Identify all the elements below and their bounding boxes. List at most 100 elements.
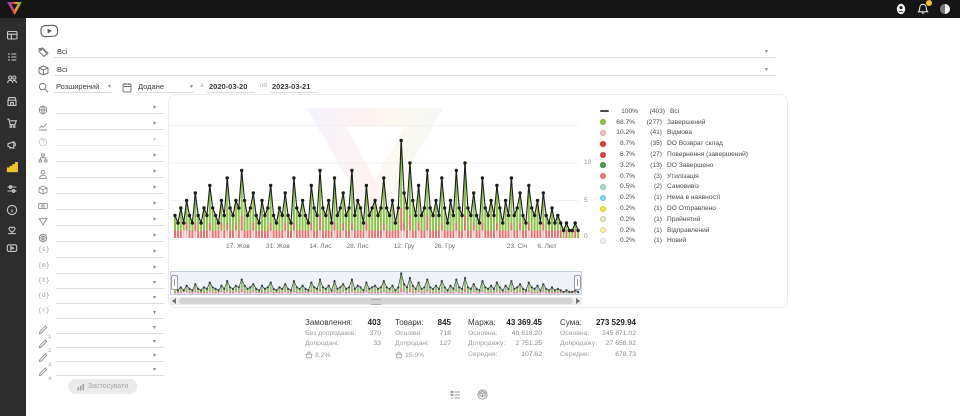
legend-item[interactable]: 8.7% (35) DO Возврат склад — [600, 138, 748, 149]
legend-label: Новий — [667, 237, 687, 245]
filter-dropdown[interactable]: ▾ — [56, 349, 164, 362]
search-icon[interactable] — [38, 80, 49, 98]
orders-chart[interactable] — [170, 96, 582, 240]
legend-label: Утилізація — [667, 172, 699, 180]
filter-row-globe: ▾ — [36, 101, 166, 115]
filter-dropdown[interactable]: ▾ — [56, 291, 164, 304]
filter-dropdown[interactable]: ▾ — [56, 335, 164, 348]
legend-item[interactable]: 10.2% (41) Відмова — [600, 128, 748, 139]
x-tick-label: 28. Лис — [346, 243, 369, 250]
filter-dropdown[interactable]: ▾ — [56, 117, 164, 130]
stat-value: 273 529.94 — [595, 318, 636, 327]
filter-dropdown[interactable]: ▾ — [56, 165, 164, 178]
sidebar-item-dashboard[interactable] — [6, 28, 20, 42]
filter-dropdown[interactable]: ▾ — [56, 197, 164, 210]
legend-count: (3) — [653, 172, 662, 180]
sidebar-item-video[interactable] — [6, 241, 20, 255]
sidebar-item-info[interactable] — [6, 203, 20, 217]
legend-item[interactable]: 0.7% (3) Утилізація — [600, 171, 748, 182]
stat-subvalue: 33 — [373, 340, 381, 348]
chevron-down-icon: ▾ — [189, 84, 193, 90]
filter-dropdown[interactable]: ▾ — [56, 363, 164, 376]
minimap-left-handle[interactable] — [171, 275, 178, 290]
scrollbar-thumb[interactable] — [179, 298, 573, 305]
filter-dropdown[interactable]: ▾ — [56, 213, 164, 226]
scrollbar-grip — [371, 299, 381, 305]
stat-subvalue: 40 618.20 — [511, 330, 542, 338]
user-icon[interactable] — [894, 2, 908, 16]
sidebar-item-analytics[interactable] — [6, 160, 20, 174]
legend-item[interactable]: 68.7% (277) Завершений — [600, 117, 748, 128]
funnel-icon — [38, 214, 48, 232]
legend-item[interactable]: 0.5% (2) Самовивіз — [600, 182, 748, 193]
stat-column: Маржа: 43 369.45 Основна: 40 618.20 Допродаж… — [468, 318, 542, 358]
filter-dropdown[interactable]: ▾ — [56, 133, 164, 146]
x-tick-label: 14. Лис — [309, 243, 332, 250]
stat-column: Замовлення: 403 Без допродажів: 370 Допродан… — [305, 318, 381, 361]
scroll-right-arrow[interactable] — [576, 298, 580, 304]
sidebar-item-store[interactable] — [6, 94, 20, 108]
chart-minimap[interactable] — [170, 271, 582, 295]
stat-rate-row: 15.0% — [395, 351, 451, 361]
package-view-icon[interactable] — [477, 387, 488, 405]
list-view-icon[interactable] — [450, 387, 461, 405]
legend-item[interactable]: 0.2% (1) Новий — [600, 236, 748, 247]
filter-product-field[interactable]: Всі ▾ — [54, 62, 776, 76]
date-field-select[interactable]: Додане ▾ — [136, 79, 194, 93]
legend-item[interactable]: 0.2% (1) Нема в наявності — [600, 192, 748, 203]
filter-dropdown[interactable]: ▾ — [56, 181, 164, 194]
sidebar-item-support[interactable] — [6, 222, 20, 236]
stat-rate-value: 8.2% — [315, 352, 331, 360]
filter-dropdown[interactable]: ▾ — [56, 229, 164, 242]
customers-icon — [7, 75, 18, 84]
filter-dropdown[interactable]: ▾ — [56, 276, 164, 289]
video-help-button[interactable] — [40, 24, 59, 38]
date-from-value: 2020-03-20 — [209, 82, 248, 91]
filter-row-pencil-3: 3 ▾ — [36, 349, 166, 368]
legend-item[interactable]: 0.2% (1) DO Отправлено — [600, 203, 748, 214]
apply-button[interactable]: Застосувати — [68, 379, 138, 394]
chevron-down-icon[interactable]: ▾ — [764, 67, 768, 73]
sidebar-item-customers[interactable] — [6, 72, 20, 86]
legend-item[interactable]: 6.7% (27) Повернення (завершений) — [600, 149, 748, 160]
legend-percent: 100% — [621, 107, 638, 115]
stat-sublabel: Основні: — [395, 330, 422, 338]
calendar-icon[interactable] — [122, 80, 132, 98]
brand-logo-icon[interactable] — [7, 2, 22, 16]
filter-status-field[interactable]: Всі ▾ — [54, 44, 776, 58]
date-to-input[interactable]: 2023-03-21 — [270, 79, 318, 93]
filter-row-braces-r: {r} ▾ — [36, 306, 166, 320]
chevron-down-icon: ▾ — [152, 295, 156, 301]
chevron-down-icon[interactable]: ▾ — [764, 49, 768, 55]
sidebar-item-orders[interactable] — [6, 50, 20, 64]
notifications-bell-icon[interactable] — [916, 0, 932, 16]
filter-dropdown[interactable]: ▾ — [56, 306, 164, 319]
legend-percent: 8.7% — [619, 140, 635, 148]
stat-subvalue: 2 751.25 — [515, 340, 542, 348]
legend-item[interactable]: 3.2% (13) DO Завершено — [600, 160, 748, 171]
legend-item[interactable]: 100% (403) Всі — [600, 106, 748, 117]
filter-dropdown[interactable]: ▾ — [56, 101, 164, 114]
scroll-left-arrow[interactable] — [172, 298, 176, 304]
search-mode-select[interactable]: Розширений ▾ — [54, 79, 112, 93]
date-from-label: з — [200, 82, 203, 89]
stat-subrow: Основні: 718 — [395, 330, 451, 337]
sidebar-item-settings[interactable] — [6, 182, 20, 196]
filter-dropdown[interactable]: ▾ — [56, 149, 164, 162]
sidebar-item-cart[interactable] — [6, 116, 20, 130]
filter-dropdown[interactable]: ▾ — [56, 261, 164, 274]
stat-header: Маржа: 43 369.45 — [468, 318, 542, 327]
filter-dropdown[interactable]: ▾ — [56, 245, 164, 258]
stat-sublabel: Основна: — [468, 330, 498, 338]
date-to-value: 2023-03-21 — [272, 82, 311, 91]
minimap-right-handle[interactable] — [574, 275, 581, 290]
date-from-input[interactable]: 2020-03-20 — [207, 79, 255, 93]
cube-icon — [38, 182, 48, 200]
stat-header: Товари: 845 — [395, 318, 451, 327]
theme-toggle-icon[interactable] — [938, 2, 952, 16]
filter-dropdown[interactable]: ▾ — [56, 321, 164, 334]
legend-item[interactable]: 0.2% (1) Відправлений — [600, 225, 748, 236]
legend-item[interactable]: 0.2% (1) Прийнятий — [600, 214, 748, 225]
sidebar-item-marketing[interactable] — [6, 138, 20, 152]
